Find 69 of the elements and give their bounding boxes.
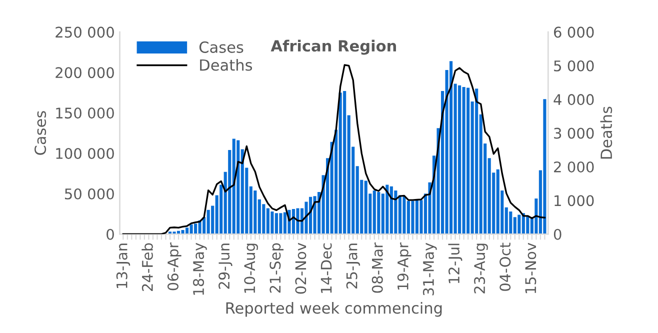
text: African Region [270, 40, 396, 55]
bar [172, 232, 176, 234]
bar [458, 85, 462, 234]
bar [181, 230, 184, 234]
x-tick-label: 10-Aug [244, 244, 258, 293]
bar [232, 138, 236, 234]
x-tick-label: 18-May [193, 242, 207, 295]
legend-label: Deaths [200, 58, 252, 71]
bar [518, 214, 521, 234]
y2-tick-label: 5 000 [554, 60, 594, 72]
bar [402, 196, 406, 234]
x-tick-label: 12-Jul [448, 244, 462, 284]
bar [386, 184, 389, 234]
bar [496, 169, 500, 234]
bar [377, 192, 380, 234]
y2-tick-label: 1 000 [554, 195, 594, 206]
y2-tick-label: 4 000 [554, 94, 594, 106]
y-tick-label: 200 000 [56, 67, 114, 78]
x-tick-label: 02-Nov [295, 242, 306, 294]
x-axis-title: Reported week commencing [226, 302, 442, 317]
bar [372, 190, 376, 234]
bar [194, 224, 198, 234]
bar [364, 180, 368, 234]
y2-tick-label: 3 000 [554, 128, 594, 139]
y-tick-label: 250 000 [56, 26, 114, 38]
bar [509, 211, 512, 234]
x-tick-label: 23-Aug [474, 244, 488, 294]
y-axis-title: Cases [34, 111, 46, 155]
x-tick-label: 15-Nov [525, 242, 536, 294]
x-tick-label: 24-Feb [142, 243, 153, 291]
bar [394, 190, 398, 234]
bar [462, 86, 466, 234]
bar [543, 99, 546, 234]
bar [466, 88, 470, 234]
y2-tick-label: 6 000 [554, 26, 594, 38]
bar [206, 210, 210, 234]
bar [254, 190, 257, 234]
x-tick-label: 08-Mar [372, 242, 383, 293]
y2-tick-label: 0 [554, 228, 562, 240]
bar [343, 90, 346, 234]
bar [190, 224, 193, 234]
x-tick-label: 04-Oct [500, 242, 511, 291]
bar [390, 186, 393, 234]
y-tick-label: 150 000 [56, 108, 114, 119]
x-tick-label: 06-Apr [167, 242, 182, 290]
legend-label: Cases [199, 41, 244, 53]
x-tick-label: 19-Apr [397, 242, 412, 290]
bar [338, 92, 342, 234]
y2-axis-title: Deaths [600, 106, 612, 159]
bar [296, 208, 300, 234]
x-tick-label: 29-Jun [218, 244, 232, 289]
bar [279, 213, 282, 234]
bar [266, 208, 270, 234]
bar [236, 140, 240, 234]
x-tick-label: 13-Jan [116, 244, 130, 288]
x-tick-label: 31-May [422, 242, 437, 296]
bar [475, 88, 478, 234]
x-tick-label: 21-Sep [270, 243, 284, 293]
y2-tick-label: 2 000 [554, 161, 594, 172]
y-tick-label: 50 000 [64, 188, 114, 200]
bar [406, 200, 410, 234]
y-tick-label: 0 [106, 228, 114, 240]
x-tick-label: 14-Dec [320, 243, 332, 293]
x-tick-label: 25-Jan [346, 244, 360, 288]
bar [411, 200, 414, 234]
bar [313, 196, 316, 234]
y-tick-label: 100 000 [56, 148, 114, 159]
bar [274, 213, 278, 234]
bar [270, 211, 274, 234]
